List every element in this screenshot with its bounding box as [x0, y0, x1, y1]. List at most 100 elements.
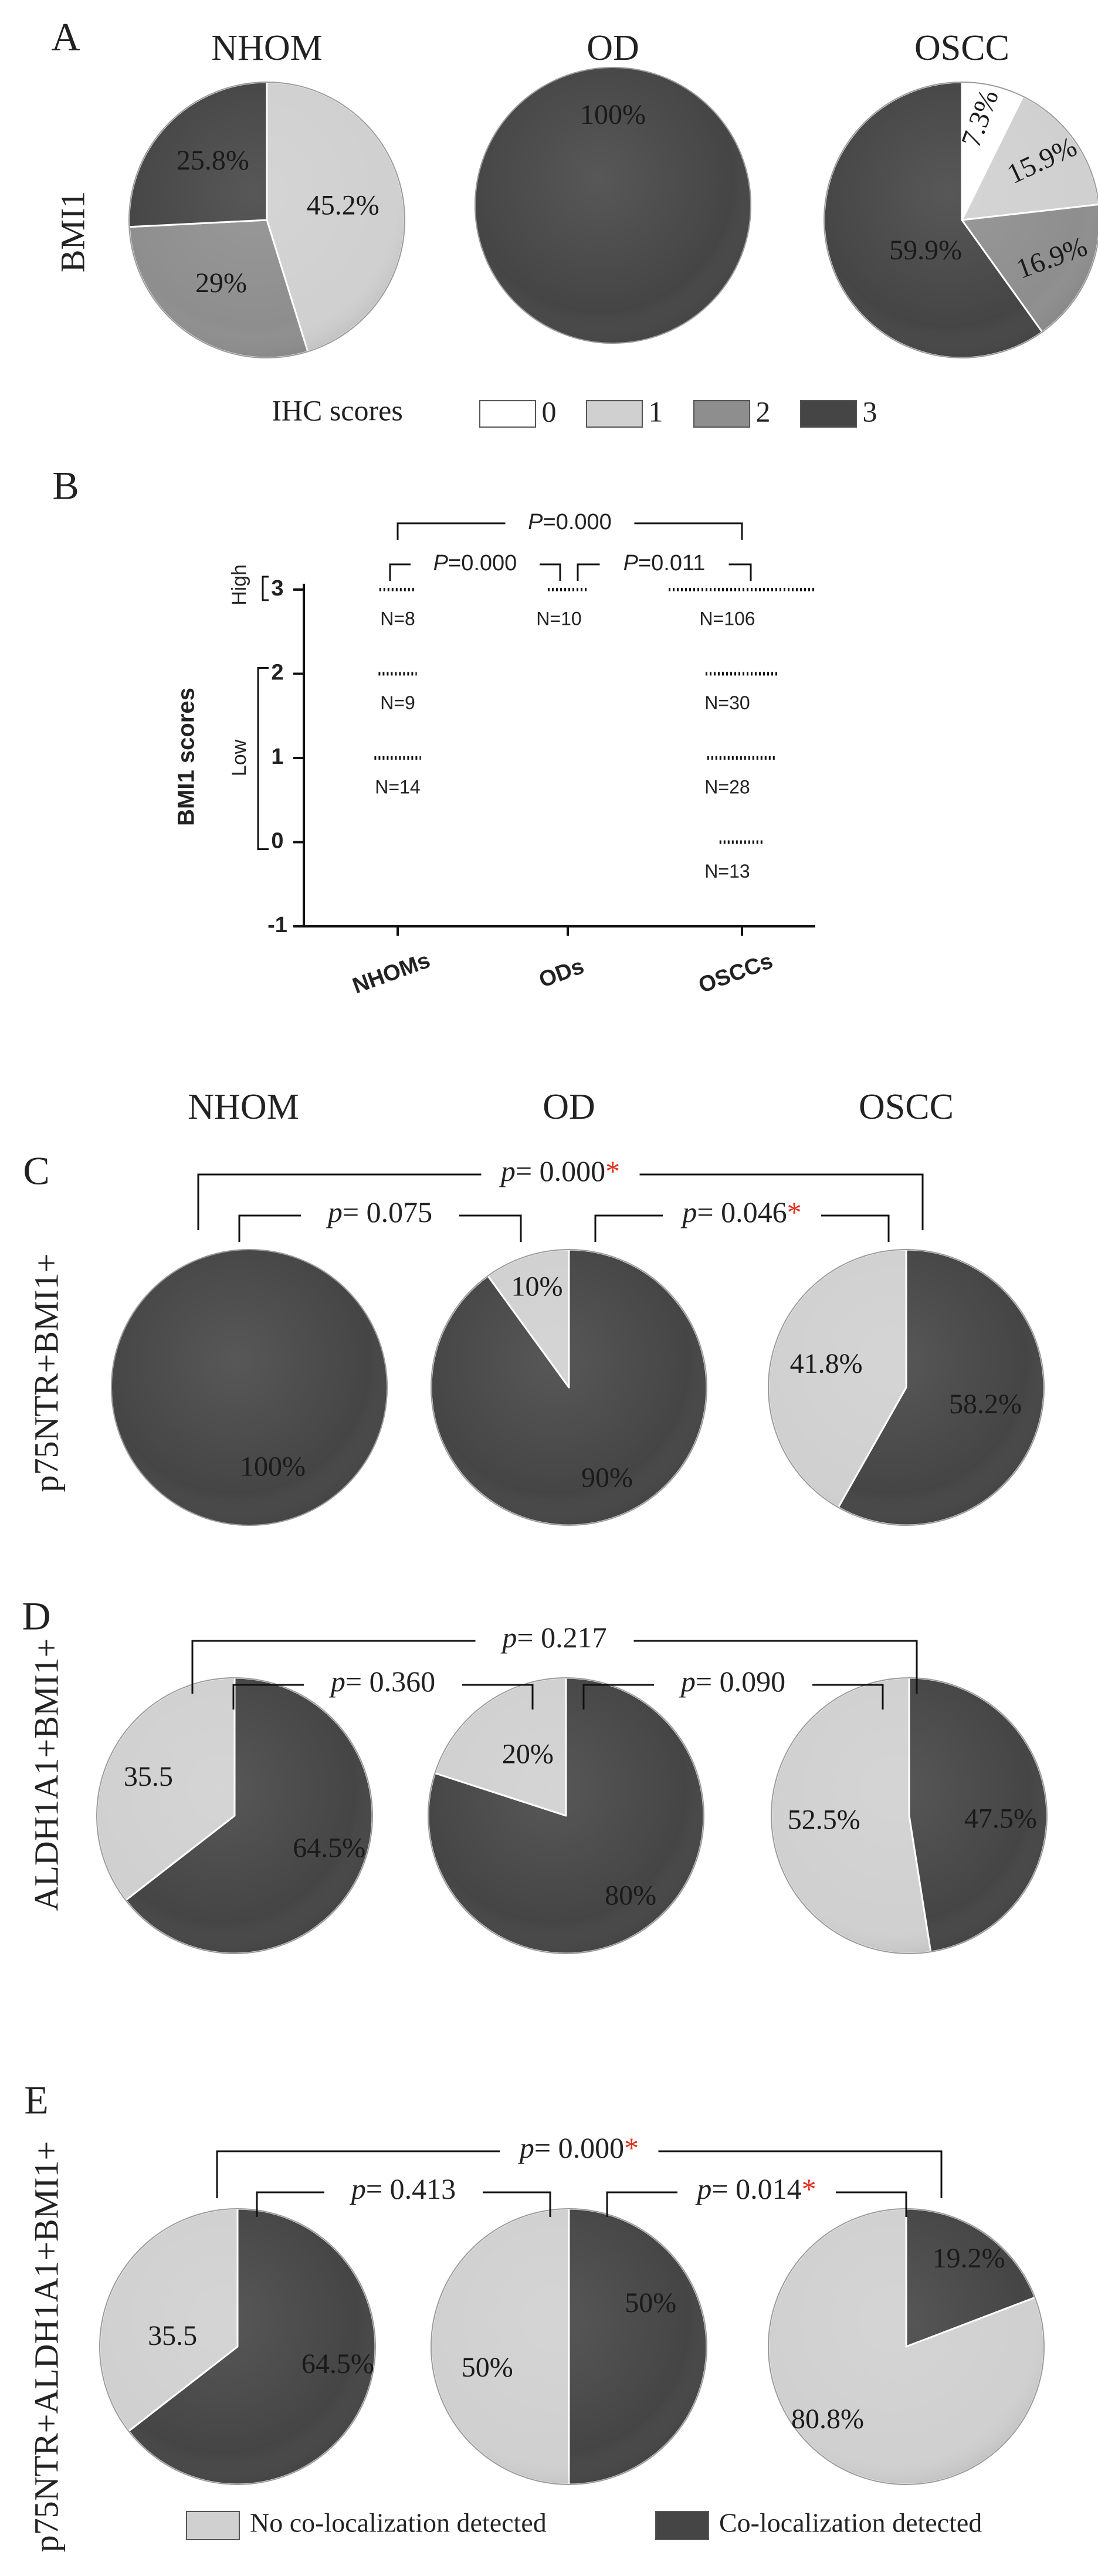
panel-e-legend-label-1: Co-localization detected — [719, 2508, 982, 2538]
panel-e-pie-OD-slice-label-0: 50% — [625, 2287, 676, 2318]
panel-a-legend-label-2: 2 — [756, 395, 771, 428]
panel-b-n-label-OSCCs-2: N=30 — [704, 692, 750, 713]
panel-d-pie-NHOM-slice-label-0: 64.5% — [293, 1833, 365, 1864]
panel-c-row-label: p75NTR+BMI1+ — [27, 1254, 65, 1492]
panel-e-row-label: p75NTR+ALDH1A1+BMI1+ — [27, 2141, 65, 2553]
panel-c-column-title-OD: OD — [543, 1087, 595, 1127]
panel-a-letter: A — [51, 15, 80, 59]
panel-b-n-label-NHOMs-1: N=14 — [375, 776, 420, 797]
panel-e-pie-NHOM-shading — [99, 2208, 376, 2485]
panel-c-pie-NHOM-slice-label-0: 100% — [240, 1451, 306, 1482]
panel-d-pie-OD-shading — [428, 1677, 704, 1954]
panel-d-pie-OD-slice-label-0: 80% — [605, 1880, 656, 1911]
panel-c-letter: C — [23, 1149, 49, 1193]
panel-b-comparison-1-label: P=0.000 — [433, 551, 517, 576]
panel-a: ABMI1NHOM45.2%29%25.8%OD100%OSCC7.3%15.9… — [51, 15, 1098, 428]
panel-c-comparison-2-line — [594, 1214, 890, 1242]
panel-c-pie-NHOM-shading — [111, 1249, 388, 1526]
panel-c-comparison-1-label: p= 0.075 — [326, 1196, 432, 1228]
panel-c-comparison-0-line — [197, 1173, 924, 1230]
panel-b-xtick-label-NHOMs: NHOMs — [350, 948, 433, 998]
panel-b-ylabel: BMI1 scores — [174, 688, 199, 826]
panel-c-pie-OSCC-slice-label-1: 41.8% — [790, 1348, 863, 1379]
panel-a-legend-swatch-3 — [800, 400, 857, 428]
panel-e-comparison-0-label: p= 0.000* — [518, 2131, 639, 2164]
panel-d-pie-OSCC-shading — [771, 1677, 1048, 1954]
panel-b-letter: B — [52, 463, 79, 508]
panel-d-letter: D — [22, 1594, 50, 1639]
panel-e-comparison-2-line — [606, 2191, 907, 2217]
panel-a-pie-NHOM-slice-label-2: 25.8% — [177, 145, 249, 176]
panel-b-n-label-OSCCs-1: N=28 — [704, 776, 750, 797]
panel-b-n-label-NHOMs-2: N=9 — [380, 692, 415, 713]
panel-a-pie-NHOM-slice-label-1: 29% — [195, 268, 247, 299]
panel-c-pie-OD-shading — [431, 1249, 707, 1526]
panel-b-ytick-label--1: -1 — [267, 913, 287, 937]
panel-e-comparison-2-label: p= 0.014* — [695, 2172, 816, 2205]
panel-a-legend-label-3: 3 — [863, 395, 877, 428]
panel-b-comparison-2-label: P=0.011 — [623, 551, 706, 576]
panel-b-bracket-high — [262, 576, 269, 601]
panel-b-comparison-0-line — [396, 522, 743, 540]
panel-d-pie-OSCC-slice-label-1: 52.5% — [788, 1804, 860, 1835]
panel-a-pie-OD-shading — [475, 67, 751, 344]
panel-c-column-title-NHOM: NHOM — [188, 1087, 299, 1127]
panel-b: B -1 0 1 2 3 BMI1 scores High Low NHOMs ODs OSCCs N=… — [52, 463, 815, 998]
panel-c-pie-OD-slice-label-1: 10% — [511, 1271, 563, 1302]
panel-a-pie-NHOM-shading — [128, 82, 405, 358]
panel-d-comparison-2-label: p= 0.090 — [679, 1665, 785, 1698]
panel-e-legend-label-0: No co-localization detected — [250, 2508, 547, 2538]
panel-b-n-label-ODs-3: N=10 — [536, 608, 581, 629]
panel-c-pie-OD-slice-label-0: 90% — [581, 1463, 633, 1494]
panel-b-bracket-high-label: High — [228, 564, 250, 605]
panel-b-ytick-label-2: 2 — [271, 661, 283, 685]
panel-a-pie-title-NHOM: NHOM — [211, 28, 322, 68]
panel-d-comparison-2-line — [582, 1684, 884, 1710]
panel-a-pie-NHOM-slice-label-0: 45.2% — [307, 190, 379, 221]
panel-e-comparison-1-line — [256, 2191, 551, 2217]
panel-b-comparison-1-line — [389, 563, 561, 581]
panel-b-ytick-label-0: 0 — [271, 829, 283, 854]
panel-b-ytick-label-1: 1 — [271, 744, 283, 769]
panel-a-legend-title: IHC scores — [272, 394, 403, 426]
panel-e-pie-OSCC-slice-label-0: 19.2% — [933, 2243, 1005, 2274]
panel-b-xtick-label-ODs: ODs — [536, 954, 587, 993]
panel-b-comparison-0-label: P=0.000 — [528, 510, 612, 534]
panel-b-n-label-NHOMs-3: N=8 — [380, 608, 415, 629]
panel-c-pie-OSCC-shading — [768, 1249, 1045, 1526]
panel-a-pie-title-OSCC: OSCC — [914, 28, 1009, 68]
panel-b-n-label-OSCCs-3: N=106 — [699, 608, 755, 629]
panel-c-comparison-2-label: p= 0.046* — [680, 1196, 801, 1228]
panel-a-legend-label-1: 1 — [649, 395, 663, 428]
panel-c-comparison-0-label: p= 0.000* — [499, 1155, 620, 1187]
panel-a-pie-title-OD: OD — [587, 28, 639, 68]
panel-a-row-label: BMI1 — [53, 191, 92, 273]
panel-d-comparison-1-line — [232, 1684, 534, 1710]
panel-d-comparison-0-label: p= 0.217 — [500, 1621, 606, 1654]
panel-c-pie-OSCC-slice-label-0: 58.2% — [949, 1389, 1022, 1420]
panel-a-legend-swatch-0 — [479, 400, 536, 428]
panel-e-pie-OSCC-slice-label-1: 80.8% — [791, 2404, 864, 2435]
panel-b-comparison-2-line — [577, 563, 752, 581]
panel-e-legend-swatch-0 — [186, 2511, 240, 2540]
panel-c-column-title-OSCC: OSCC — [859, 1087, 954, 1127]
panel-a-legend-swatch-1 — [586, 400, 643, 428]
panel-d-comparison-0-line — [191, 1640, 918, 1694]
panel-e-letter: E — [24, 2078, 49, 2123]
panel-e-pie-NHOM-slice-label-1: 35.5 — [148, 2320, 197, 2351]
panel-d-pie-OSCC-slice-label-0: 47.5% — [964, 1803, 1037, 1834]
panel-e-pie-OD-slice-label-1: 50% — [462, 2352, 513, 2383]
panel-b-bracket-low-label: Low — [228, 739, 250, 776]
panel-a-legend-label-0: 0 — [542, 395, 557, 428]
panel-b-xtick-label-OSCCs: OSCCs — [696, 949, 776, 998]
panel-e-pie-NHOM-slice-label-0: 64.5% — [301, 2348, 374, 2379]
panel-d-comparison-1-label: p= 0.360 — [329, 1665, 435, 1698]
panel-a-pie-OD-slice-label-0: 100% — [580, 99, 646, 130]
panel-e-pie-OD-shading — [431, 2208, 707, 2485]
panel-e-legend-swatch-1 — [655, 2511, 709, 2540]
panel-d-pie-NHOM-slice-label-1: 35.5 — [124, 1761, 173, 1792]
panel-a-pie-OSCC-slice-label-3: 59.9% — [889, 235, 962, 266]
